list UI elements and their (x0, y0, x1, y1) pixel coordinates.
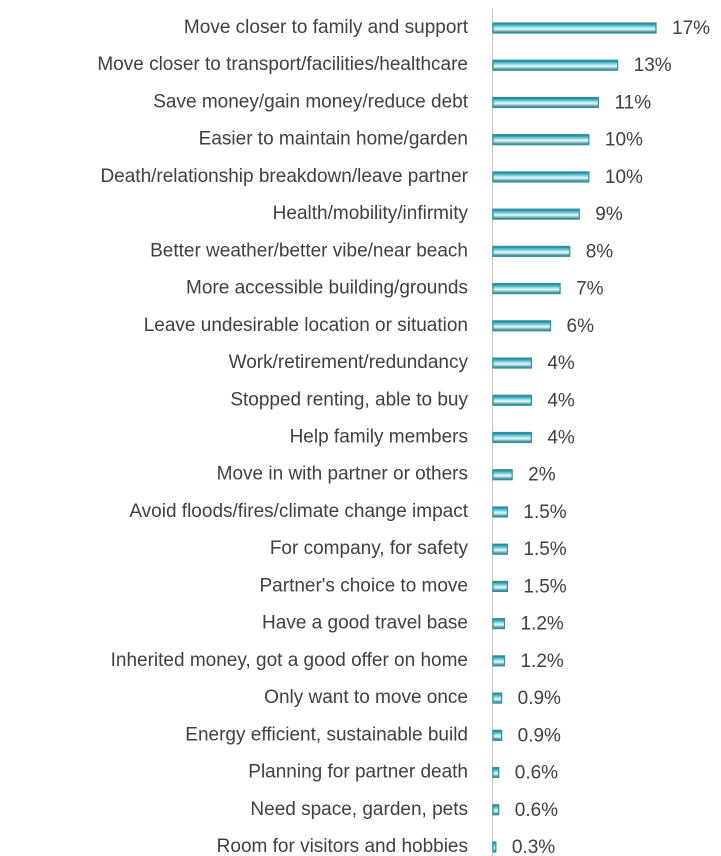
category-label: Health/mobility/infirmity (273, 203, 469, 224)
bar (492, 618, 506, 630)
category-label: Death/relationship breakdown/leave partn… (100, 166, 468, 187)
bar (492, 208, 580, 220)
value-label: 7% (576, 279, 604, 300)
value-label: 11% (614, 92, 651, 113)
value-label: 1.2% (521, 614, 564, 635)
value-label: 1.5% (523, 576, 566, 597)
bar (492, 766, 500, 779)
value-label: 10% (605, 130, 643, 151)
category-label: Leave undesirable location or situation (144, 315, 468, 336)
bar (492, 841, 497, 853)
category-label: Have a good travel base (262, 613, 468, 634)
value-label: 4% (547, 390, 575, 411)
category-label: Inherited money, got a good offer on hom… (111, 650, 468, 671)
category-label: Planning for partner death (248, 762, 468, 783)
value-label: 0.9% (518, 725, 561, 746)
value-label: 4% (547, 428, 575, 449)
bar (492, 59, 619, 71)
category-label: Avoid floods/fires/climate change impact (129, 501, 468, 522)
category-label: Move closer to family and support (184, 17, 469, 38)
bar (492, 134, 590, 146)
bar (492, 171, 590, 183)
category-label: Easier to maintain home/garden (199, 129, 468, 150)
value-label: 2% (528, 465, 556, 486)
bar (492, 394, 532, 406)
value-label: 8% (586, 241, 614, 262)
bar (492, 22, 657, 34)
value-label: 10% (605, 167, 643, 188)
category-label: Room for visitors and hobbies (217, 836, 468, 856)
category-label: Move closer to transport/facilities/heal… (97, 54, 468, 75)
value-label: 0.9% (518, 688, 561, 709)
category-label: Energy efficient, sustainable build (185, 724, 468, 745)
value-label: 17% (672, 18, 710, 39)
category-label: Save money/gain money/reduce debt (153, 91, 468, 112)
bar (492, 655, 506, 667)
category-label: Work/retirement/redundancy (229, 352, 469, 373)
bar (492, 320, 552, 332)
value-label: 13% (634, 55, 672, 76)
value-label: 9% (595, 204, 623, 225)
category-label: More accessible building/grounds (186, 278, 468, 299)
bar (492, 543, 508, 555)
category-label: Move in with partner or others (217, 464, 468, 485)
category-label: For company, for safety (270, 538, 469, 559)
value-label: 1.5% (523, 539, 566, 560)
value-label: 0.6% (515, 800, 558, 821)
bar (492, 245, 571, 257)
category-label: Partner's choice to move (260, 575, 469, 596)
bar (492, 431, 532, 444)
bar (492, 692, 503, 704)
bar (492, 580, 508, 593)
bar (492, 469, 513, 481)
value-label: 1.5% (523, 502, 566, 523)
value-label: 0.3% (512, 837, 555, 856)
value-label: 1.2% (521, 651, 564, 672)
value-label: 4% (547, 353, 575, 374)
category-label: Better weather/better vibe/near beach (150, 240, 468, 261)
bar (492, 729, 503, 741)
value-label: 0.6% (515, 763, 558, 784)
bar (492, 357, 532, 369)
bar (492, 96, 600, 109)
category-label: Stopped renting, able to buy (230, 389, 468, 410)
bar (492, 282, 561, 295)
category-label: Only want to move once (264, 687, 468, 708)
bar (492, 506, 508, 518)
bar (492, 804, 500, 816)
category-label: Help family members (290, 427, 468, 448)
value-label: 6% (567, 316, 595, 337)
category-label: Need space, garden, pets (250, 799, 468, 820)
